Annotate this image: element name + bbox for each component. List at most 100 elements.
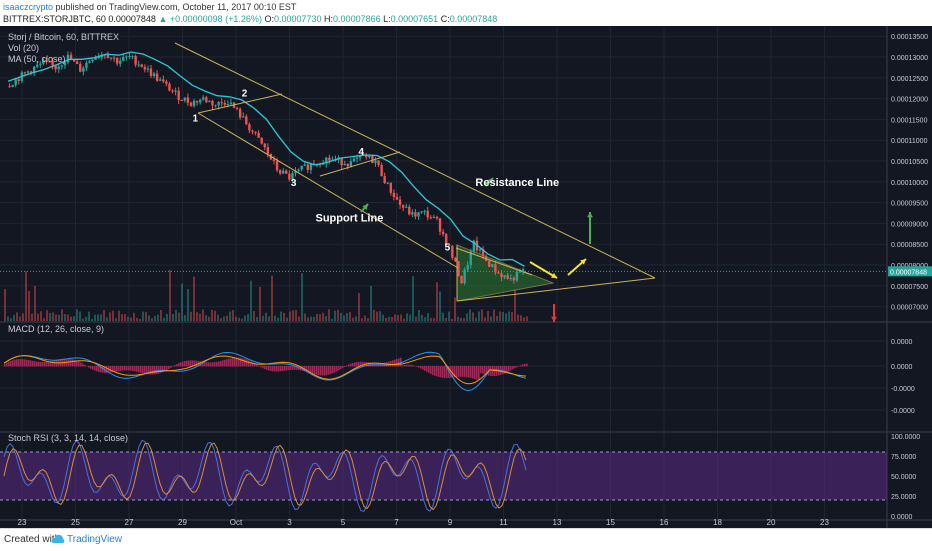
volume-bar <box>109 312 111 321</box>
candle-body <box>192 100 196 106</box>
volume-bar <box>229 311 231 321</box>
candle-body <box>32 66 36 73</box>
macd-histogram-bar <box>360 361 362 367</box>
candle-body <box>162 79 165 82</box>
candle-body <box>392 192 396 198</box>
volume-bar <box>64 314 66 321</box>
volume-bar <box>88 311 90 321</box>
candle-body <box>23 72 27 74</box>
candle-body <box>229 102 233 105</box>
macd-histogram-bar <box>136 366 138 372</box>
volume-bar <box>415 316 417 321</box>
candle-body <box>321 163 325 165</box>
macd-histogram-bar <box>172 366 174 367</box>
chart-area[interactable]: 0.00013500 0.00013000 0.00012500 0.00012000… <box>0 26 932 528</box>
volume-bar <box>391 316 393 321</box>
macd-histogram-bar <box>122 366 124 371</box>
candle-body <box>518 271 522 273</box>
macd-axis-label: 0.0000 <box>891 364 913 371</box>
macd-histogram-bar <box>6 362 8 367</box>
candle-body <box>248 124 251 131</box>
volume-bar <box>205 315 207 321</box>
macd-histogram-bar <box>20 359 22 367</box>
volume-bar <box>394 314 396 321</box>
time-axis-label: 23 <box>18 518 27 527</box>
macd-histogram-bar <box>178 363 180 367</box>
macd-histogram-bar <box>414 365 416 367</box>
macd-histogram-bar <box>482 366 484 374</box>
macd-histogram-bar <box>236 357 238 367</box>
candle-body <box>63 62 67 66</box>
time-axis-label: 13 <box>553 518 562 527</box>
volume-bar <box>10 318 12 321</box>
candle-body <box>183 97 187 101</box>
open-value: 0.00007730 <box>273 14 322 24</box>
volume-bar <box>439 291 441 321</box>
candle-body <box>346 163 349 167</box>
volume-bar <box>241 318 243 321</box>
volume-bar <box>421 314 423 321</box>
macd-histogram-bar <box>22 359 24 367</box>
candle-body <box>325 157 328 164</box>
tradingview-brand[interactable]: TradingView <box>67 534 123 545</box>
macd-histogram-bar <box>40 361 42 367</box>
candle-body <box>448 244 451 246</box>
candle-body <box>488 261 491 267</box>
channel-line-5 <box>455 247 533 276</box>
candle-body <box>438 218 442 232</box>
volume-bar <box>319 314 321 321</box>
macd-histogram-bar <box>340 366 342 370</box>
candle-body <box>140 64 143 67</box>
volume-bar <box>502 311 504 321</box>
macd-histogram-bar <box>400 357 402 367</box>
candle-body <box>463 269 466 284</box>
volume-bar <box>328 309 330 321</box>
macd-histogram-bar <box>94 366 96 371</box>
volume-bar <box>34 285 36 321</box>
macd-histogram-bar <box>398 358 400 367</box>
macd-histogram-bar <box>326 366 328 376</box>
moving-average-line <box>7 51 525 267</box>
macd-histogram-bar <box>152 366 154 375</box>
volume-bar <box>448 311 450 321</box>
chart-canvas[interactable]: 0.00013500 0.00013000 0.00012500 0.00012000… <box>0 26 932 528</box>
candle-body <box>134 55 137 65</box>
price-axis-label: 0.00010500 <box>891 159 928 166</box>
macd-histogram-bar <box>196 360 198 367</box>
author-link[interactable]: isaaczcrypto <box>3 2 54 12</box>
macd-histogram-bar <box>264 366 266 370</box>
volume-bar <box>523 317 525 321</box>
candle-body <box>420 211 423 213</box>
macd-histogram-bar <box>220 360 222 367</box>
macd-histogram-bar <box>224 359 226 367</box>
time-axis-label: 5 <box>341 518 346 527</box>
macd-histogram-bar <box>484 366 486 375</box>
candle-body <box>195 100 199 103</box>
macd-histogram-bar <box>214 362 216 367</box>
macd-histogram-bar <box>194 360 196 367</box>
macd-histogram-bar <box>8 361 10 367</box>
stoch-axis-label: 75.0000 <box>891 454 916 461</box>
volume-bar <box>361 318 363 321</box>
macd-histogram-bar <box>248 360 250 367</box>
macd-histogram-bar <box>384 362 386 367</box>
macd-histogram-bar <box>330 366 332 375</box>
volume-bar <box>151 318 153 321</box>
volume-bar <box>214 310 216 321</box>
volume-bar <box>481 309 483 321</box>
macd-histogram-bar <box>294 366 296 370</box>
candle-body <box>429 217 433 219</box>
volume-bar <box>208 316 210 321</box>
macd-histogram-bar <box>504 366 506 374</box>
volume-bar <box>412 276 414 321</box>
macd-histogram-bar <box>42 362 44 367</box>
macd-histogram-bar <box>16 359 18 367</box>
candle-body <box>509 277 512 279</box>
macd-histogram-bar <box>478 366 480 381</box>
volume-bar <box>61 309 63 321</box>
macd-histogram-bar <box>238 357 240 367</box>
macd-title: MACD (12, 26, close, 9) <box>8 324 104 334</box>
wave-point-label: 4 <box>359 147 365 158</box>
candle-body <box>11 85 14 88</box>
macd-histogram-bar <box>280 366 282 372</box>
